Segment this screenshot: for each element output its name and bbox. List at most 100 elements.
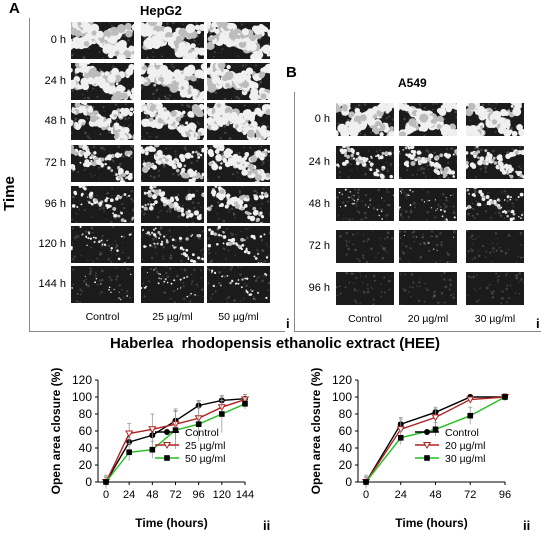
panel-b-micrograph xyxy=(466,188,524,221)
panel-b-sublabel: i xyxy=(536,316,540,331)
panel-a-micrograph xyxy=(71,186,134,223)
panel-b-column-label: Control xyxy=(348,313,382,325)
panel-b-title: A549 xyxy=(398,76,427,90)
panel-a-frame xyxy=(29,18,285,332)
panel-b-micrograph xyxy=(336,103,394,136)
a549-closure-chart: 0 20 40 60 80 100 120 0 24 48 72 96 Time (hours) Open… xyxy=(309,368,530,533)
panel-a-row-label: 24 h xyxy=(44,75,66,87)
panel-b-micrograph xyxy=(336,188,394,221)
panel-a-column-label: 50 µg/ml xyxy=(218,311,259,323)
legend-marker xyxy=(164,455,170,461)
panel-a-micrograph xyxy=(71,103,134,140)
x-tick-label: 144 xyxy=(236,489,254,501)
panel-a-micrograph xyxy=(207,145,270,182)
panel-b-micrograph xyxy=(336,272,394,305)
panel-a-micrograph xyxy=(141,145,204,182)
x-axis-label: Time (hours) xyxy=(135,516,207,530)
panel-b-micrograph xyxy=(399,103,457,136)
panel-b-micrograph xyxy=(466,146,524,179)
chart-sublabel: ii xyxy=(263,518,270,533)
panel-a-row-label: 0 h xyxy=(50,34,66,46)
x-tick-label: 72 xyxy=(169,489,181,501)
x-tick-label: 48 xyxy=(429,489,441,501)
panel-a-row-label: 144 h xyxy=(38,278,66,290)
x-tick-label: 120 xyxy=(213,489,231,501)
panel-a-row-label: 72 h xyxy=(44,157,66,169)
legend-label: Control xyxy=(185,427,219,439)
data-point xyxy=(172,427,179,433)
y-tick-label: 120 xyxy=(332,373,352,387)
x-tick-label: 72 xyxy=(464,489,476,501)
data-point xyxy=(466,396,475,404)
data-point xyxy=(467,412,474,419)
panel-a-letter: A xyxy=(9,0,20,17)
data-point xyxy=(396,426,405,434)
panel-a-column-label: Control xyxy=(85,311,120,323)
x-tick-label: 48 xyxy=(146,489,158,501)
data-point xyxy=(103,479,109,485)
data-point xyxy=(126,449,132,456)
panel-a-row-label: 96 h xyxy=(44,198,66,210)
time-axis-label: Time xyxy=(0,176,18,211)
panel-a-title: HepG2 xyxy=(140,3,182,18)
panel-a-row-label: 120 h xyxy=(38,238,66,250)
data-point xyxy=(432,426,439,433)
legend-label: 20 µg/ml xyxy=(445,440,485,452)
legend-label: Control xyxy=(445,427,479,439)
panel-b-row-label: 48 h xyxy=(308,198,330,210)
y-tick-label: 80 xyxy=(339,407,353,421)
panel-a-micrograph xyxy=(207,266,270,303)
panel-b-micrograph xyxy=(466,230,524,263)
panel-b-micrograph xyxy=(399,146,457,179)
panel-a-micrograph xyxy=(141,103,204,140)
panel-a-micrograph xyxy=(141,22,204,59)
chart-sublabel: ii xyxy=(523,518,530,533)
data-point xyxy=(363,479,369,485)
legend-marker xyxy=(424,455,430,461)
panel-b-column-label: 30 µg/ml xyxy=(474,313,516,325)
panel-b-micrograph xyxy=(399,272,457,305)
panel-a-sublabel: i xyxy=(286,316,290,331)
data-point xyxy=(397,435,404,441)
panel-a-micrograph xyxy=(71,63,134,100)
data-point xyxy=(242,401,248,407)
panel-b-row-label: 72 h xyxy=(308,240,330,252)
legend-label: 25 µg/ml xyxy=(185,440,225,452)
y-tick-label: 60 xyxy=(79,424,93,438)
y-axis-label: Open area closure (%) xyxy=(49,368,63,495)
legend-label: 30 µg/ml xyxy=(445,453,485,465)
panel-b-column-label: 20 µg/ml xyxy=(407,313,449,325)
data-point xyxy=(195,421,202,427)
panel-a-micrograph xyxy=(141,226,204,263)
extract-title: Haberlea rhodopensis ethanolic extract (… xyxy=(109,335,441,352)
y-tick-label: 40 xyxy=(339,441,353,455)
panel-b-micrograph xyxy=(399,230,457,263)
panel-a-micrograph xyxy=(207,22,270,59)
x-tick-label: 24 xyxy=(395,489,407,501)
data-point xyxy=(149,446,156,453)
panel-b-row-label: 0 h xyxy=(314,113,330,125)
y-tick-label: 20 xyxy=(339,458,353,472)
panel-a-micrograph xyxy=(141,63,204,100)
panel-a-column-label: 25 µg/ml xyxy=(152,311,193,323)
panel-b-micrograph xyxy=(399,188,457,221)
panel-a-micrograph xyxy=(207,103,270,140)
y-tick-label: 0 xyxy=(85,475,92,489)
panel-a-micrograph xyxy=(207,63,270,100)
panel-b-micrograph xyxy=(466,272,524,305)
panel-a-row-label: 48 h xyxy=(44,115,66,127)
hepg2-closure-chart: 0 20 40 60 80 100 120 0 24 48 72 96 120 144 Time (hour… xyxy=(49,368,270,533)
y-tick-label: 100 xyxy=(72,390,92,404)
legend-marker xyxy=(424,429,430,435)
x-tick-label: 0 xyxy=(363,489,369,501)
panel-a-micrograph xyxy=(207,186,270,223)
panel-a-micrograph xyxy=(141,186,204,223)
panel-b-frame xyxy=(294,92,541,332)
x-axis-label: Time (hours) xyxy=(395,516,467,530)
data-point xyxy=(219,411,225,417)
data-point xyxy=(125,430,134,438)
data-point xyxy=(502,394,508,400)
panel-b-micrograph xyxy=(466,103,524,136)
x-tick-label: 0 xyxy=(103,489,109,501)
legend-marker xyxy=(162,442,172,449)
